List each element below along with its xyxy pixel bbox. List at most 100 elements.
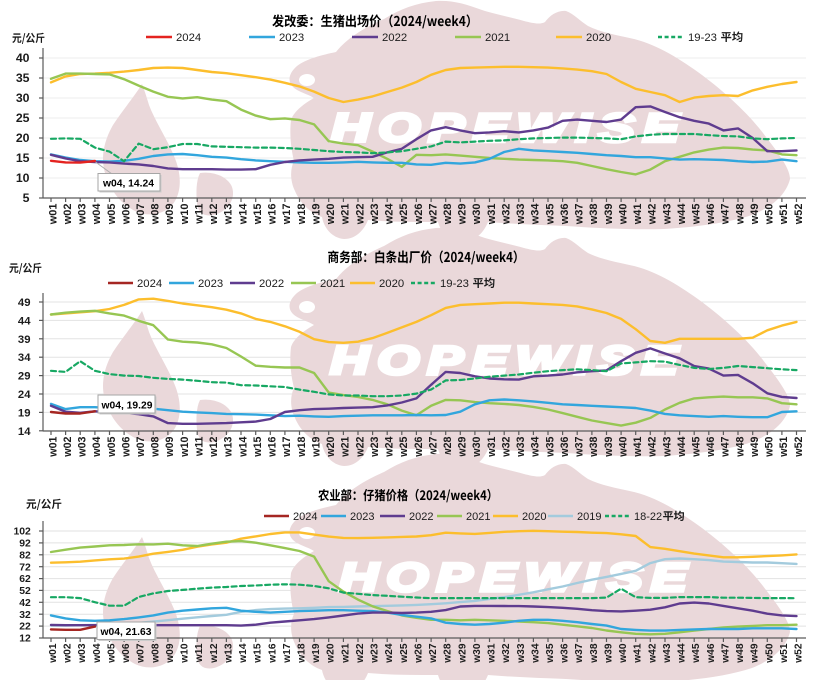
svg-text:w13: w13: [223, 204, 235, 226]
svg-text:2022: 2022: [259, 278, 284, 290]
svg-text:2023: 2023: [350, 511, 374, 523]
svg-text:w27: w27: [428, 643, 439, 664]
svg-text:w21: w21: [340, 436, 352, 457]
svg-text:2021: 2021: [485, 32, 510, 44]
svg-text:w43: w43: [661, 204, 673, 226]
svg-text:w30: w30: [471, 204, 483, 226]
svg-text:2024: 2024: [293, 511, 317, 523]
svg-text:92: 92: [19, 539, 31, 550]
svg-text:w07: w07: [135, 204, 147, 226]
svg-text:w37: w37: [574, 436, 586, 457]
svg-text:w29: w29: [457, 436, 469, 457]
svg-text:2022: 2022: [382, 32, 407, 44]
svg-text:w07: w07: [135, 436, 147, 457]
svg-text:w50: w50: [764, 204, 776, 226]
svg-text:w41: w41: [632, 436, 644, 457]
svg-text:w20: w20: [325, 436, 337, 457]
svg-text:w45: w45: [691, 643, 702, 664]
svg-text:w28: w28: [443, 643, 454, 664]
svg-text:w47: w47: [720, 436, 732, 457]
svg-text:w48: w48: [734, 436, 746, 457]
svg-text:w03: w03: [77, 204, 89, 226]
svg-text:42: 42: [19, 598, 31, 609]
svg-text:w50: w50: [764, 643, 775, 664]
svg-text:w52: w52: [793, 436, 805, 457]
svg-text:w26: w26: [413, 204, 425, 226]
svg-text:w06: w06: [121, 643, 132, 664]
svg-text:w13: w13: [223, 643, 234, 664]
svg-text:w51: w51: [778, 204, 790, 226]
svg-text:19-23: 19-23: [688, 32, 717, 44]
svg-text:w08: w08: [150, 643, 161, 664]
svg-text:2020: 2020: [522, 511, 546, 523]
svg-text:34: 34: [18, 352, 31, 364]
svg-text:w44: w44: [676, 203, 688, 226]
svg-text:w47: w47: [720, 204, 732, 226]
svg-text:w04: w04: [92, 643, 103, 664]
svg-text:w04, 14.24: w04, 14.24: [102, 179, 154, 190]
svg-text:w42: w42: [647, 643, 658, 664]
svg-text:w21: w21: [340, 204, 352, 226]
svg-text:w02: w02: [62, 436, 74, 457]
svg-text:w30: w30: [472, 643, 483, 664]
svg-text:w14: w14: [237, 203, 249, 226]
svg-text:HOPEWISE: HOPEWISE: [331, 106, 687, 151]
svg-text:w28: w28: [442, 436, 454, 457]
svg-text:w22: w22: [354, 436, 366, 457]
svg-text:35: 35: [16, 71, 30, 85]
svg-text:w19: w19: [310, 436, 322, 457]
svg-text:2023: 2023: [279, 32, 304, 44]
svg-text:w01: w01: [48, 643, 59, 664]
svg-text:w20: w20: [325, 204, 337, 226]
svg-text:w38: w38: [588, 436, 600, 457]
svg-text:12: 12: [19, 634, 31, 645]
svg-text:24: 24: [18, 389, 31, 401]
svg-text:w10: w10: [179, 204, 191, 226]
svg-text:29: 29: [18, 371, 31, 383]
svg-text:w52: w52: [793, 204, 805, 226]
svg-text:w31: w31: [486, 204, 498, 226]
svg-text:w12: w12: [208, 436, 220, 457]
svg-text:w16: w16: [267, 643, 278, 664]
svg-text:w09: w09: [164, 204, 176, 226]
svg-text:32: 32: [19, 610, 31, 621]
svg-text:2024: 2024: [176, 32, 201, 44]
svg-text:w35: w35: [544, 436, 556, 457]
svg-text:19-23: 19-23: [440, 278, 469, 290]
svg-text:w51: w51: [779, 643, 790, 664]
svg-text:w18: w18: [297, 643, 308, 664]
svg-text:w16: w16: [267, 204, 279, 226]
svg-text:w16: w16: [267, 436, 279, 457]
svg-text:w36: w36: [559, 436, 571, 457]
svg-text:w28: w28: [442, 204, 454, 226]
svg-text:w03: w03: [77, 436, 89, 457]
svg-text:w05: w05: [106, 436, 118, 457]
svg-text:w15: w15: [252, 204, 264, 226]
svg-text:w03: w03: [77, 643, 88, 664]
svg-text:w46: w46: [706, 643, 717, 664]
svg-text:20: 20: [16, 131, 30, 145]
svg-text:w22: w22: [355, 643, 366, 664]
svg-text:w33: w33: [515, 436, 527, 457]
svg-text:w29: w29: [457, 643, 468, 664]
svg-text:w26: w26: [413, 643, 424, 664]
svg-text:w27: w27: [427, 436, 439, 457]
svg-text:5: 5: [23, 191, 30, 205]
svg-text:w45: w45: [691, 204, 703, 226]
svg-text:w11: w11: [194, 204, 206, 225]
svg-text:2023: 2023: [198, 278, 223, 290]
svg-text:w24: w24: [384, 643, 395, 664]
svg-text:w39: w39: [603, 204, 615, 226]
svg-text:w40: w40: [617, 436, 629, 457]
svg-text:w52: w52: [794, 643, 805, 664]
svg-text:14: 14: [18, 426, 31, 438]
svg-text:w34: w34: [530, 436, 542, 457]
svg-text:w11: w11: [194, 643, 205, 663]
svg-text:w01: w01: [47, 204, 59, 226]
svg-text:w45: w45: [691, 436, 703, 457]
svg-text:w04, 21.63: w04, 21.63: [100, 627, 152, 638]
svg-text:62: 62: [19, 574, 31, 585]
svg-text:w15: w15: [253, 643, 264, 664]
svg-text:w04, 19.29: w04, 19.29: [101, 401, 153, 412]
svg-text:w21: w21: [340, 643, 351, 664]
